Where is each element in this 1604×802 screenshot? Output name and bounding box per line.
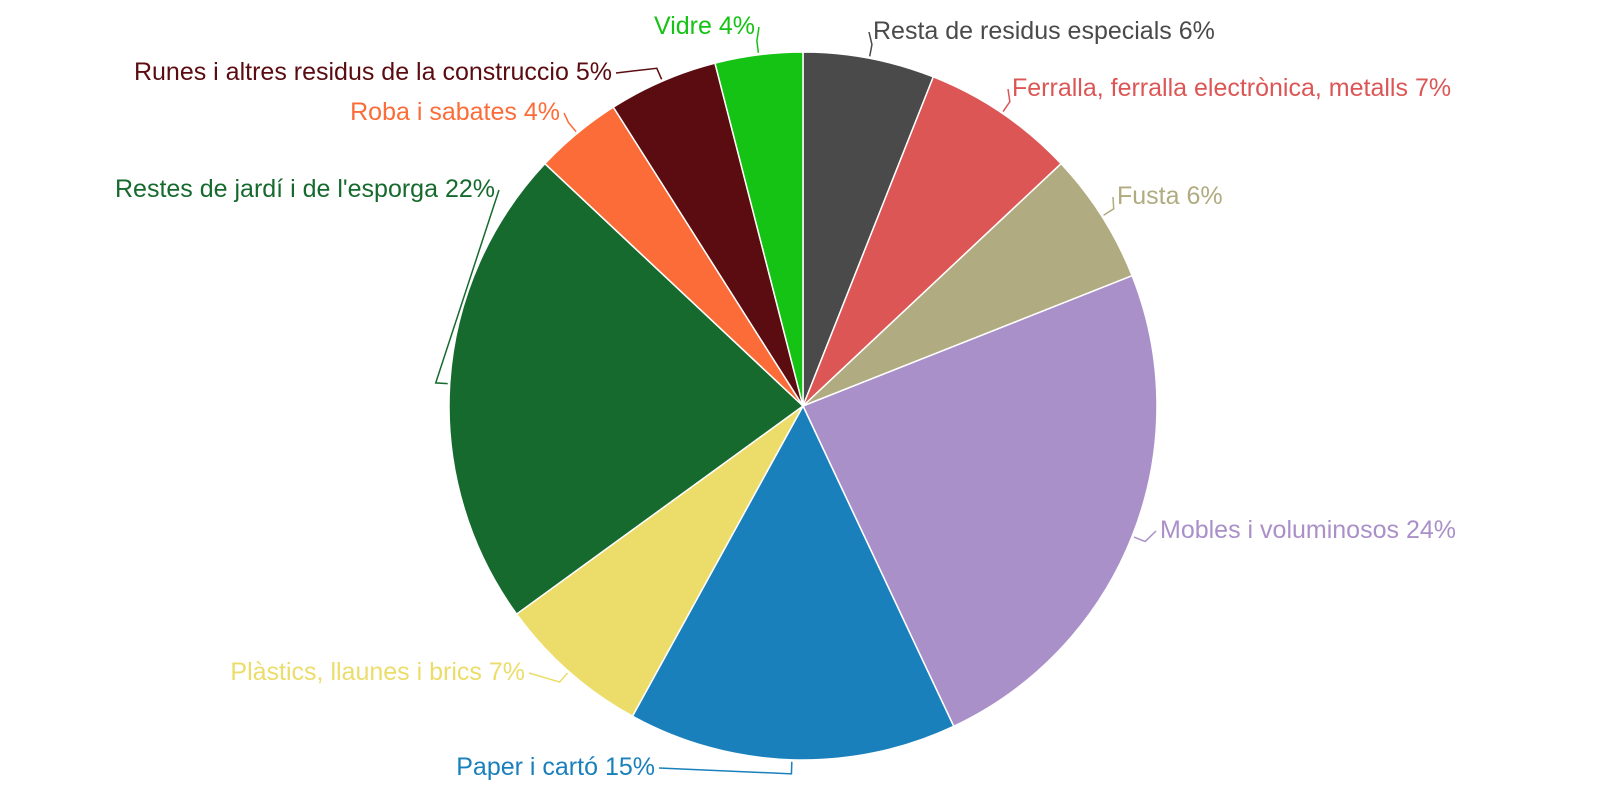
leader-line [563,112,577,133]
slice-label: Plàstics, llaunes i brics 7% [230,658,525,686]
slice-label: Restes de jardí i de l'esporga 22% [115,175,495,203]
slice-name: Plàstics, llaunes i brics [230,658,481,686]
pie-slice [515,405,804,718]
slice-value: 7% [489,658,525,686]
slice-value: 6% [1186,182,1222,210]
leader-line [615,67,663,80]
slice-name: Restes de jardí i de l'esporga [115,175,438,203]
leader-line [1002,88,1011,112]
slice-value: 24% [1406,516,1456,544]
slice-value: 4% [719,12,755,40]
pie-slice [802,75,1063,407]
pie-slice [714,51,804,407]
slice-value: 5% [576,58,612,86]
pie-slice [802,51,935,407]
slice-label: Resta de residus especials 6% [873,17,1215,45]
slice-name: Roba i sabates [350,98,517,126]
slice-name: Ferralla, ferralla electrònica, metalls [1012,74,1408,102]
slice-value: 6% [1179,17,1215,45]
leader-line [434,189,500,385]
slice-label: Ferralla, ferralla electrònica, metalls … [1012,74,1451,102]
slice-label: Paper i cartó 15% [456,753,655,781]
slice-value: 15% [605,753,655,781]
pie-slice [801,274,1158,728]
leader-line [658,761,793,775]
slice-value: 7% [1415,74,1451,102]
leader-line [868,31,873,57]
leader-line [756,26,760,53]
slice-name: Mobles i voluminosos [1160,516,1399,544]
pie-slice [448,162,805,616]
slice-name: Vidre [654,12,712,40]
pie-slice [802,162,1134,407]
slice-name: Fusta [1117,182,1180,210]
leader-line [1103,196,1115,216]
slice-name: Paper i cartó [456,753,598,781]
slice-value: 22% [445,175,495,203]
slice-name: Runes i altres residus de la construccio [134,58,569,86]
slice-label: Mobles i voluminosos 24% [1160,516,1456,544]
leader-line [1133,530,1157,543]
slice-label: Fusta 6% [1117,182,1223,210]
slice-value: 4% [524,98,560,126]
slice-label: Roba i sabates 4% [350,98,560,126]
slice-label: Runes i altres residus de la construccio… [134,58,612,86]
slice-name: Resta de residus especials [873,17,1172,45]
leader-line [528,672,569,683]
slice-label: Vidre 4% [654,12,755,40]
pie-slice [631,404,955,761]
